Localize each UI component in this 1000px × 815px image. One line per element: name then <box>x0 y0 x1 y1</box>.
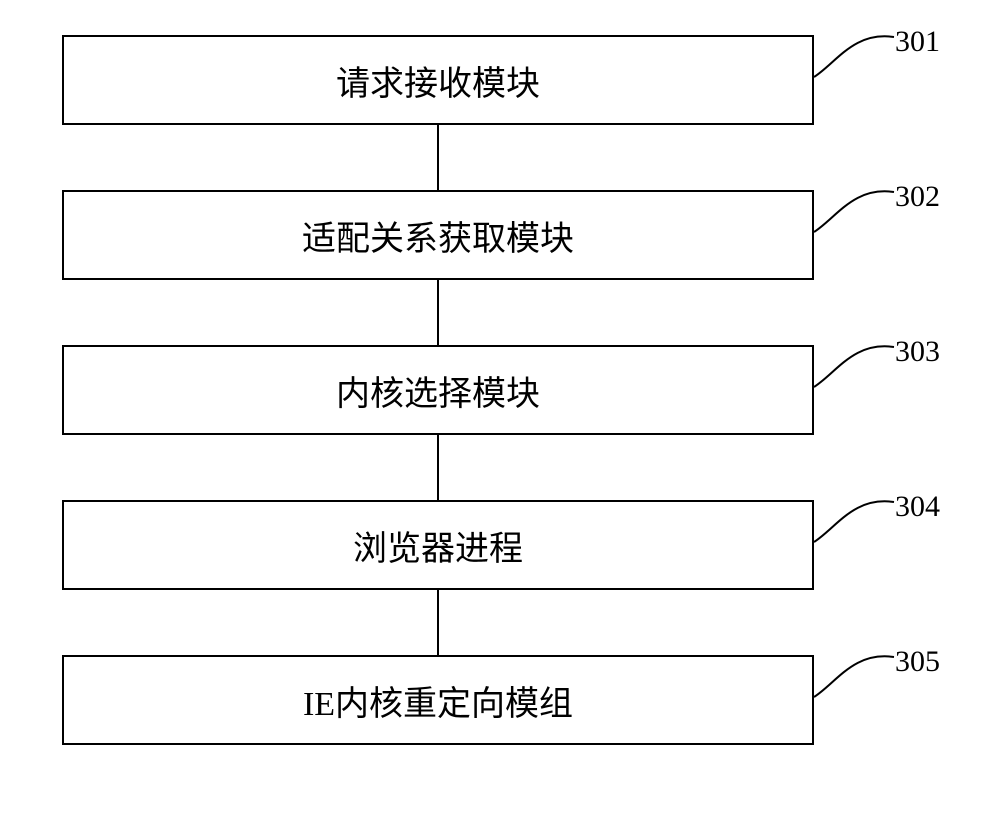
node-302: 适配关系获取模块 <box>62 190 814 280</box>
callout-text-301: 301 <box>895 25 940 58</box>
callout-label-304: 304 <box>895 490 940 524</box>
connector-303-304 <box>437 435 439 500</box>
connector-304-305 <box>437 590 439 655</box>
callout-curve-303 <box>814 345 894 387</box>
node-301-label: 请求接收模块 <box>336 56 540 105</box>
callout-text-302: 302 <box>895 180 940 213</box>
callout-curve-305 <box>814 655 894 697</box>
callout-label-303: 303 <box>895 335 940 369</box>
callout-label-301: 301 <box>895 25 940 59</box>
callout-curve-302 <box>814 190 894 232</box>
node-305-label: IE内核重定向模组 <box>303 676 573 725</box>
callout-path-302 <box>814 191 894 232</box>
node-304-label: 浏览器进程 <box>353 521 523 570</box>
callout-path-301 <box>814 36 894 77</box>
callout-label-305: 305 <box>895 645 940 679</box>
callout-path-304 <box>814 501 894 542</box>
diagram-canvas: 请求接收模块 适配关系获取模块 内核选择模块 浏览器进程 IE内核重定向模组 3… <box>0 0 1000 815</box>
connector-301-302 <box>437 125 439 190</box>
callout-path-303 <box>814 346 894 387</box>
node-304: 浏览器进程 <box>62 500 814 590</box>
callout-text-305: 305 <box>895 645 940 678</box>
callout-curve-301 <box>814 35 894 77</box>
callout-label-302: 302 <box>895 180 940 214</box>
callout-curve-304 <box>814 500 894 542</box>
node-301: 请求接收模块 <box>62 35 814 125</box>
node-305: IE内核重定向模组 <box>62 655 814 745</box>
callout-text-303: 303 <box>895 335 940 368</box>
node-303-label: 内核选择模块 <box>336 366 540 415</box>
connector-302-303 <box>437 280 439 345</box>
node-303: 内核选择模块 <box>62 345 814 435</box>
callout-text-304: 304 <box>895 490 940 523</box>
node-302-label: 适配关系获取模块 <box>302 211 574 260</box>
callout-path-305 <box>814 656 894 697</box>
